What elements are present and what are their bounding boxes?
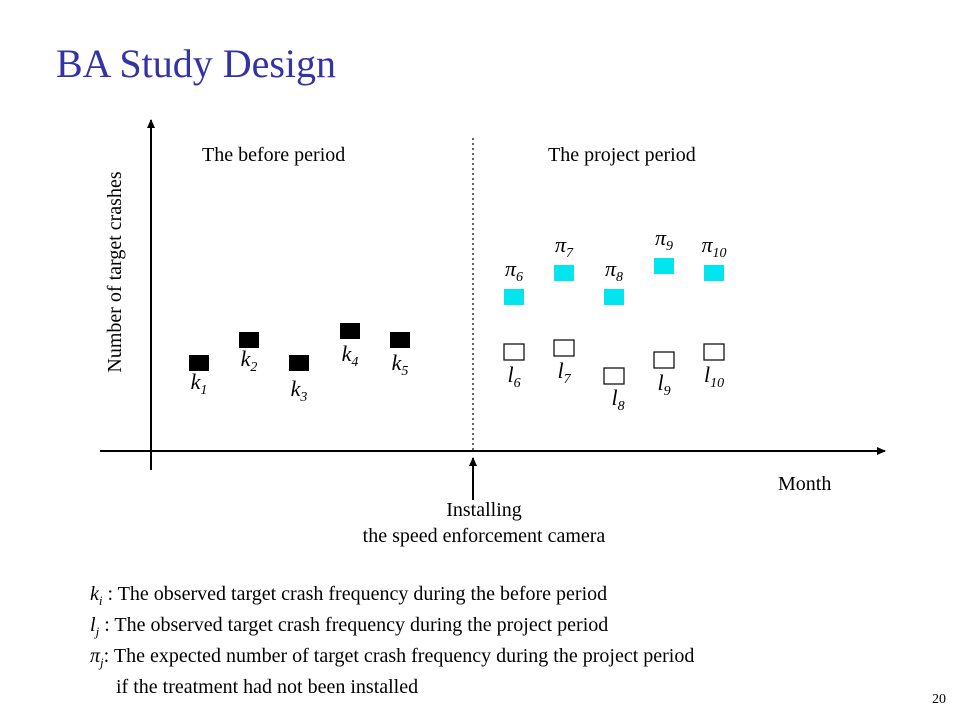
legend-row: if the treatment had not been installed [90, 675, 930, 699]
before-marker [189, 355, 209, 371]
project-marker [603, 367, 625, 385]
x-axis-label: Month [778, 473, 831, 495]
legend-row: ki : The observed target crash frequency… [90, 583, 608, 608]
before-marker [289, 355, 309, 371]
legend-text: The observed target crash frequency duri… [113, 583, 608, 605]
slide-title: BA Study Design [56, 41, 337, 86]
legend-row: lj : The observed target crash frequency… [90, 614, 609, 639]
expected-marker-label: π8 [605, 256, 623, 285]
before-marker-label: k2 [241, 346, 258, 375]
legend-text: The expected number of target crash freq… [109, 645, 695, 667]
event-label-line2: the speed enforcement camera [363, 525, 606, 547]
before-period-label: The before period [202, 144, 345, 166]
legend-symbol: lj [90, 614, 100, 639]
expected-marker [554, 265, 574, 281]
project-period-label: The project period [548, 144, 696, 166]
project-marker-label: l10 [704, 362, 724, 391]
expected-marker-label: π9 [655, 225, 673, 254]
expected-marker [654, 258, 674, 274]
expected-marker [704, 265, 724, 281]
before-marker-label: k4 [342, 341, 359, 370]
expected-marker [504, 289, 524, 305]
before-marker-label: k1 [191, 369, 208, 398]
project-marker [553, 339, 575, 357]
before-marker [390, 332, 410, 348]
project-marker [653, 351, 675, 369]
legend-symbol: πj [90, 645, 104, 670]
expected-marker [604, 289, 624, 305]
expected-marker-label: π10 [701, 232, 726, 261]
before-marker [239, 332, 259, 348]
legend-symbol: ki [90, 583, 103, 608]
project-marker-label: l9 [657, 370, 670, 399]
event-label-line1: Installing [446, 499, 522, 521]
project-marker-label: l6 [507, 362, 520, 391]
expected-marker-label: π6 [505, 256, 523, 285]
legend: ki : The observed target crash frequency… [90, 582, 930, 699]
project-marker [503, 343, 525, 361]
project-marker-label: l8 [611, 385, 624, 414]
legend-continuation: if the treatment had not been installed [116, 676, 419, 698]
before-marker [340, 323, 360, 339]
project-marker-label: l7 [557, 358, 571, 387]
y-axis-label: Number of target crashes [104, 171, 126, 372]
page-number: 20 [932, 692, 946, 707]
diagram-markers: k1 k2 k3 k4 k5 π6 π7 π8 π9 π10 l6 l7 l8 l9 l10 [189, 225, 727, 414]
legend-row: πj: The expected number of target crash … [90, 645, 695, 670]
legend-text: The observed target crash frequency duri… [109, 614, 609, 636]
before-marker-label: k5 [392, 350, 409, 379]
expected-marker-label: π7 [555, 232, 574, 261]
project-marker [703, 343, 725, 361]
before-marker-label: k3 [291, 376, 308, 405]
